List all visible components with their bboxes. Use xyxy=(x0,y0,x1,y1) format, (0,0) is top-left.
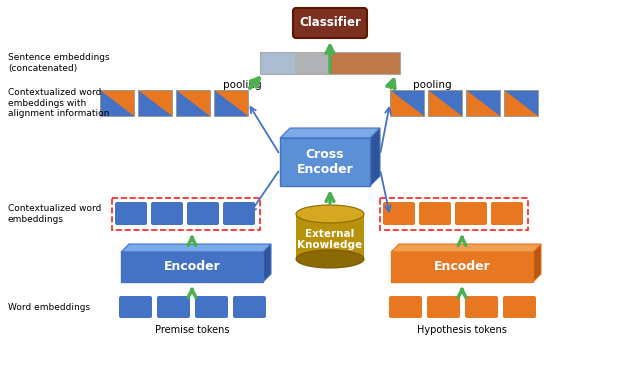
Text: Sentence embeddings
(concatenated): Sentence embeddings (concatenated) xyxy=(8,53,109,73)
Polygon shape xyxy=(138,90,172,116)
Ellipse shape xyxy=(296,250,364,268)
Polygon shape xyxy=(370,128,380,186)
FancyBboxPatch shape xyxy=(115,202,147,225)
Bar xyxy=(260,52,330,74)
Text: Premise tokens: Premise tokens xyxy=(155,325,229,335)
FancyBboxPatch shape xyxy=(293,8,367,38)
Text: Encoder: Encoder xyxy=(164,261,220,273)
FancyBboxPatch shape xyxy=(503,296,536,318)
Text: Contextualized word
embeddings with
alignment information: Contextualized word embeddings with alig… xyxy=(8,88,109,118)
Polygon shape xyxy=(121,244,271,252)
Polygon shape xyxy=(176,90,210,116)
FancyBboxPatch shape xyxy=(383,202,415,225)
FancyBboxPatch shape xyxy=(187,202,219,225)
Polygon shape xyxy=(504,90,538,116)
Polygon shape xyxy=(263,244,271,282)
Bar xyxy=(391,252,533,282)
Polygon shape xyxy=(466,90,500,116)
Bar xyxy=(100,90,134,116)
Polygon shape xyxy=(100,90,134,116)
Text: Word embeddings: Word embeddings xyxy=(8,303,90,311)
FancyBboxPatch shape xyxy=(223,202,255,225)
Text: pooling: pooling xyxy=(223,80,261,90)
FancyBboxPatch shape xyxy=(157,296,190,318)
Bar xyxy=(380,198,528,230)
FancyBboxPatch shape xyxy=(119,296,152,318)
Bar xyxy=(260,52,400,74)
FancyBboxPatch shape xyxy=(195,296,228,318)
Text: Classifier: Classifier xyxy=(299,16,361,30)
FancyBboxPatch shape xyxy=(465,296,498,318)
Text: Cross
Encoder: Cross Encoder xyxy=(296,148,353,176)
Text: External
Knowledge: External Knowledge xyxy=(298,229,363,250)
Polygon shape xyxy=(280,128,380,138)
Bar xyxy=(100,90,134,116)
Bar xyxy=(176,90,210,116)
Bar xyxy=(214,90,248,116)
Bar xyxy=(121,252,263,282)
Polygon shape xyxy=(214,90,248,116)
FancyBboxPatch shape xyxy=(151,202,183,225)
Ellipse shape xyxy=(296,205,364,223)
Polygon shape xyxy=(390,90,424,116)
FancyBboxPatch shape xyxy=(427,296,460,318)
Bar xyxy=(466,90,500,116)
Bar xyxy=(112,198,260,230)
Bar xyxy=(390,90,424,116)
Text: Hypothesis tokens: Hypothesis tokens xyxy=(417,325,507,335)
Bar xyxy=(390,90,424,116)
Bar xyxy=(466,90,500,116)
Bar xyxy=(138,90,172,116)
FancyBboxPatch shape xyxy=(491,202,523,225)
Bar xyxy=(280,138,370,186)
Text: Encoder: Encoder xyxy=(434,261,490,273)
Bar xyxy=(295,52,330,74)
Bar xyxy=(428,90,462,116)
Bar xyxy=(296,214,364,259)
Bar xyxy=(504,90,538,116)
Bar xyxy=(176,90,210,116)
Bar xyxy=(504,90,538,116)
Polygon shape xyxy=(533,244,541,282)
Polygon shape xyxy=(391,244,541,252)
Text: pooling: pooling xyxy=(413,80,451,90)
Bar xyxy=(214,90,248,116)
Polygon shape xyxy=(428,90,462,116)
FancyBboxPatch shape xyxy=(233,296,266,318)
Bar xyxy=(428,90,462,116)
FancyBboxPatch shape xyxy=(455,202,487,225)
Text: Contextualized word
embeddings: Contextualized word embeddings xyxy=(8,204,101,224)
Bar xyxy=(138,90,172,116)
Bar xyxy=(330,52,400,74)
FancyBboxPatch shape xyxy=(389,296,422,318)
FancyBboxPatch shape xyxy=(419,202,451,225)
